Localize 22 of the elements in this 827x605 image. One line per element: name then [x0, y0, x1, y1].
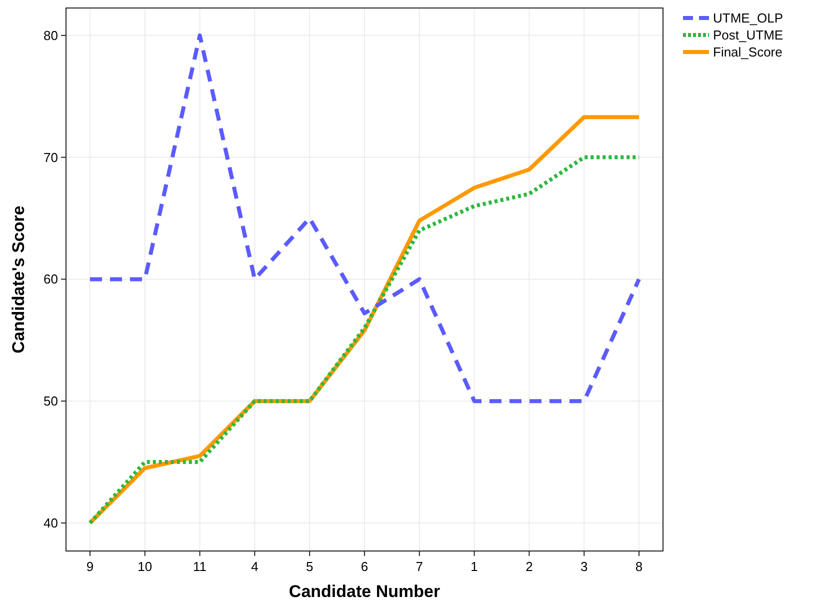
x-tick-label: 11 — [193, 559, 207, 574]
y-tick-label: 80 — [44, 28, 58, 43]
x-tick-label: 7 — [416, 559, 424, 574]
line-series — [88, 33, 641, 404]
x-tick-label: 6 — [360, 559, 368, 574]
y-tick-label: 70 — [44, 150, 58, 165]
x-axis-title: Candidate Number — [288, 582, 440, 601]
x-tick-label: 10 — [138, 559, 152, 574]
x-tick-label: 3 — [580, 559, 588, 574]
x-tick-label: 9 — [86, 559, 94, 574]
x-tick-label: 2 — [526, 559, 533, 574]
legend-label: Final_Score — [713, 44, 782, 60]
x-tick-label: 1 — [470, 559, 478, 574]
y-tick-label: 40 — [44, 516, 58, 531]
x-tick-label: 5 — [306, 559, 314, 574]
y-axis-title: Candidate's Score — [9, 206, 28, 354]
x-tick-label: 4 — [251, 559, 258, 574]
y-tick-label: 60 — [44, 272, 58, 287]
legend-label: Post_UTME — [713, 28, 784, 43]
x-tick-label: 8 — [635, 559, 643, 574]
y-tick-label: 50 — [44, 394, 58, 409]
legend-label: UTME_OLP — [713, 10, 784, 26]
